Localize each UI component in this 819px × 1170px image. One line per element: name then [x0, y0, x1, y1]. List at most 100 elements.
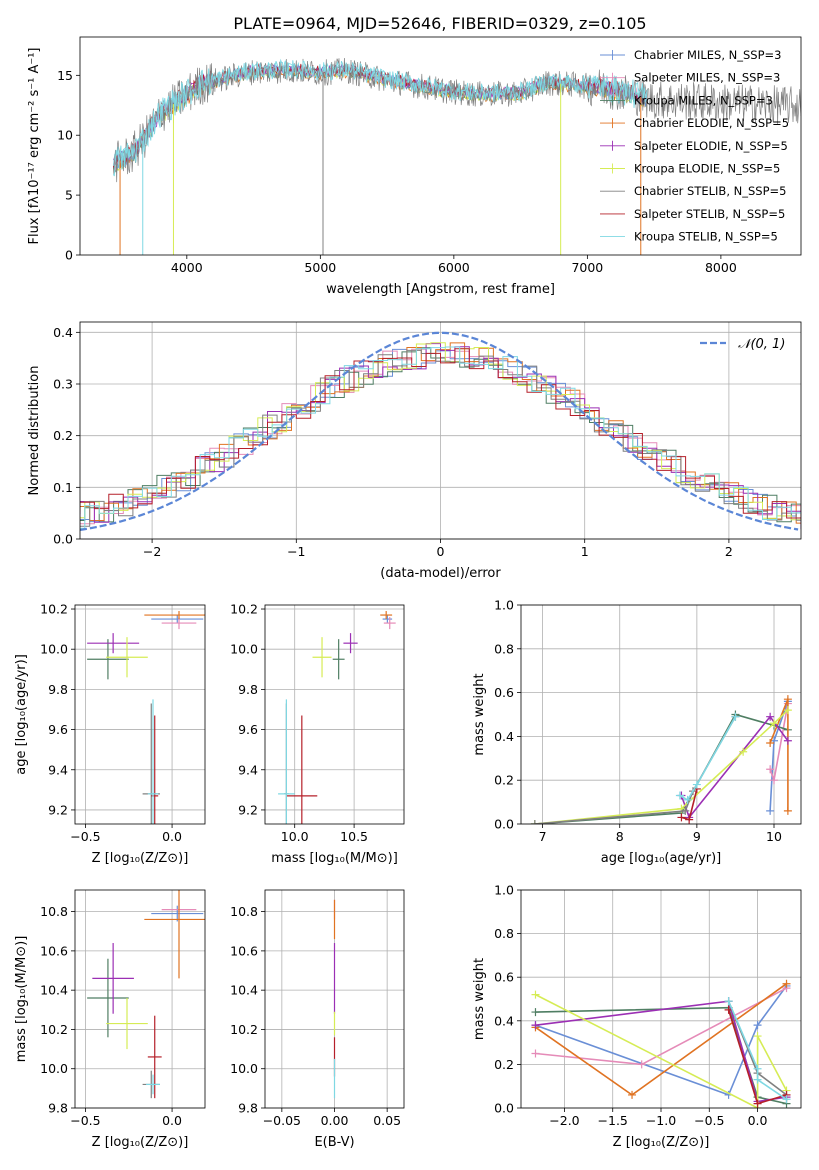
weight-marker: [770, 776, 779, 785]
axes-frame: [79, 36, 802, 256]
residual-histogram: [80, 348, 801, 519]
data-point: [87, 958, 129, 1038]
x-axis-label: Z [log₁₀(Z/Z⊙)]: [92, 851, 189, 866]
weight-marker: [783, 806, 792, 815]
legend-label: 𝒩(0, 1): [738, 337, 785, 352]
y-tick-label: 10.8: [40, 904, 68, 919]
plot-area: [87, 611, 205, 824]
x-tick-label: −1: [287, 544, 305, 559]
y-axis-label: Flux [fλ10⁻¹⁷ erg cm⁻² s⁻¹ A⁻¹]: [27, 48, 42, 245]
x-tick-label: 8000: [705, 260, 737, 275]
y-tick-label: 0.4: [53, 325, 73, 340]
weight-marker: [766, 806, 775, 815]
normal-curve: [80, 331, 799, 531]
x-tick-label: −0.5: [70, 1113, 100, 1128]
weight-marker: [530, 820, 539, 824]
weight-series: [530, 712, 740, 824]
panel-mass-vs-z: −0.5 0.0 9.8 10.0 10.2 10.4 10.6 10.8 Z [log₁₀(Z…: [14, 889, 206, 1150]
weight-marker: [753, 1099, 762, 1108]
y-tick-label: 10.2: [230, 1022, 258, 1037]
residual-histogram: [80, 347, 801, 523]
data-point: [146, 1074, 160, 1095]
x-axis-label: Z [log₁₀(Z/Z⊙)]: [92, 1135, 189, 1150]
y-tick-label: 1.0: [494, 883, 514, 898]
x-tick-label: 9: [693, 829, 701, 844]
weight-series: [724, 997, 791, 1104]
legend-label: Chabrier MILES, N_SSP=3: [634, 48, 781, 62]
y-axis-label: mass [log₁₀(M/M⊙)]: [14, 936, 29, 1063]
data-point: [151, 615, 204, 624]
x-tick-label: 4000: [171, 260, 203, 275]
y-axis-label: Normed distribution: [27, 366, 42, 496]
y-tick-label: 9.6: [238, 722, 258, 737]
x-tick-label: 0.00: [321, 1113, 349, 1128]
panel-weight-vs-age: 7 8 9 10 0.0 0.2 0.4 0.6 0.8 1.0 age [log₁₀(age/yr…: [472, 598, 802, 866]
x-tick-label: −1.5: [598, 1113, 628, 1128]
weight-marker: [766, 765, 775, 774]
weight-marker: [753, 1064, 762, 1073]
panel-weight-vs-z: −2.0 −1.5 −1.0 −0.5 0.0 0.0 0.2 0.4 0.6 0.8 1.0 Z […: [472, 883, 802, 1150]
data-point: [383, 617, 396, 630]
legend-label: Chabrier ELODIE, N_SSP=5: [634, 116, 789, 130]
y-tick-label: 0.2: [494, 1057, 514, 1072]
weight-marker: [531, 1049, 540, 1058]
x-tick-label: 1: [581, 544, 589, 559]
data-point: [278, 699, 295, 824]
y-tick-label: 1.0: [494, 598, 514, 613]
y-tick-label: 9.4: [238, 762, 258, 777]
x-tick-label: −0.5: [70, 829, 100, 844]
x-tick-label: 5000: [304, 260, 336, 275]
x-tick-label: 6000: [438, 260, 470, 275]
y-tick-label: 10.4: [230, 983, 258, 998]
data-point: [92, 943, 134, 1014]
x-tick-label: 0.0: [162, 829, 182, 844]
data-point: [380, 611, 393, 620]
y-tick-label: 0.2: [494, 773, 514, 788]
x-tick-label: 0.0: [748, 1113, 768, 1128]
x-axis-label: mass [log₁₀(M/M⊙)]: [271, 851, 398, 866]
weight-marker: [753, 1032, 762, 1041]
x-tick-label: −2: [143, 544, 161, 559]
y-tick-label: 10.8: [230, 904, 258, 919]
y-tick-label: 10.0: [230, 642, 258, 657]
data-point: [144, 890, 205, 979]
weight-marker: [531, 990, 540, 999]
legend-label: Kroupa STELIB, N_SSP=5: [634, 230, 778, 244]
weight-line: [535, 985, 788, 1096]
y-tick-label: 9.8: [238, 682, 258, 697]
weight-marker: [739, 747, 748, 756]
plot-area: [278, 611, 396, 824]
plot-area: [80, 331, 801, 531]
plot-area: [531, 979, 791, 1108]
y-tick-label: 0: [65, 248, 73, 263]
weight-line: [534, 709, 789, 824]
x-tick-label: 0: [437, 544, 445, 559]
residual-histogram: [80, 346, 801, 529]
plot-area: [112, 57, 801, 255]
x-axis-label: E(B-V): [314, 1135, 354, 1150]
data-point: [286, 715, 318, 824]
x-axis-label: wavelength [Angstrom, rest frame]: [326, 282, 555, 297]
weight-marker: [531, 1008, 540, 1017]
residual-histogram: [80, 342, 801, 524]
legend-label: Kroupa MILES, N_SSP=3: [634, 93, 773, 107]
panel-age-vs-z: −0.5 0.0 9.2 9.4 9.6 9.8 10.0 10.2 Z [log₁₀(Z/Z⊙…: [14, 602, 206, 866]
x-tick-label: 0.05: [373, 1113, 401, 1128]
panel-age-vs-mass: 10.0 10.5 9.2 9.4 9.6 9.8 10.0 10.2 mass [log₁₀(…: [230, 602, 405, 866]
weight-marker: [683, 795, 692, 804]
y-tick-label: 10.4: [40, 983, 68, 998]
y-tick-label: 0.4: [494, 729, 514, 744]
y-tick-label: 0.0: [494, 817, 514, 832]
y-tick-label: 0.0: [53, 532, 73, 547]
y-tick-label: 10.0: [40, 642, 68, 657]
legend-label: Kroupa ELODIE, N_SSP=5: [634, 162, 780, 176]
weight-series: [530, 706, 792, 824]
weight-line: [534, 713, 789, 824]
weight-marker: [782, 1095, 791, 1104]
axes-frame: [264, 604, 405, 825]
weight-marker: [766, 712, 775, 721]
y-tick-label: 5: [65, 188, 73, 203]
weight-marker: [783, 736, 792, 745]
plot-area: [530, 695, 792, 824]
